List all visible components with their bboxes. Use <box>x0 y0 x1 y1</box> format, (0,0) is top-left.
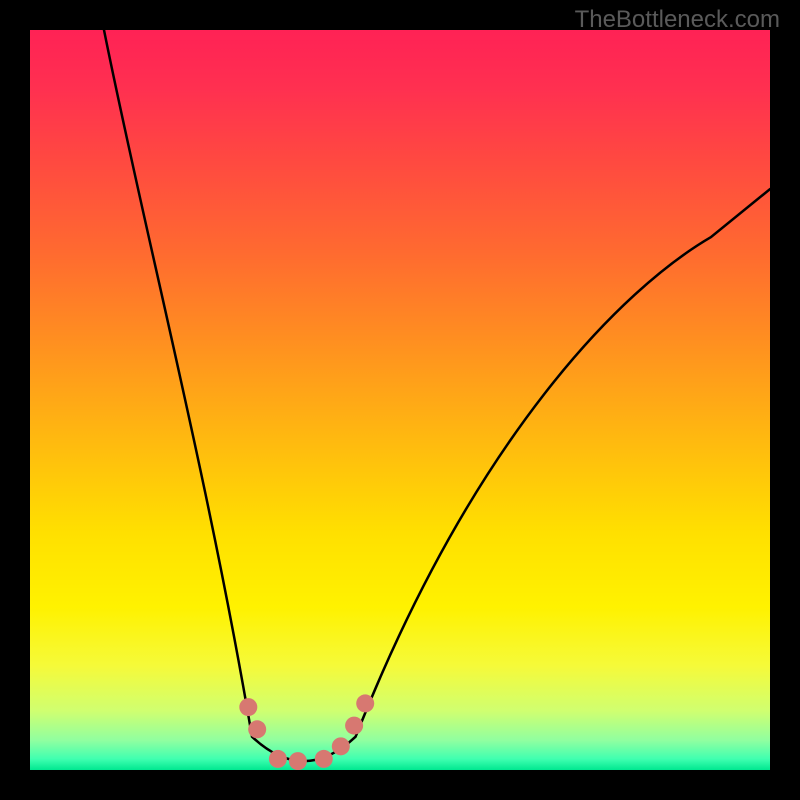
curve-marker <box>356 694 374 712</box>
plot-area <box>30 30 770 770</box>
curve-marker <box>345 717 363 735</box>
curve-layer <box>30 30 770 770</box>
bottleneck-curve <box>104 30 770 761</box>
curve-marker <box>289 752 307 770</box>
watermark-text: TheBottleneck.com <box>575 6 780 34</box>
curve-marker <box>332 737 350 755</box>
curve-marker <box>239 698 257 716</box>
curve-marker <box>269 750 287 768</box>
curve-marker <box>248 720 266 738</box>
curve-marker <box>315 750 333 768</box>
marker-group <box>239 694 374 770</box>
chart-container: TheBottleneck.com <box>0 0 800 800</box>
